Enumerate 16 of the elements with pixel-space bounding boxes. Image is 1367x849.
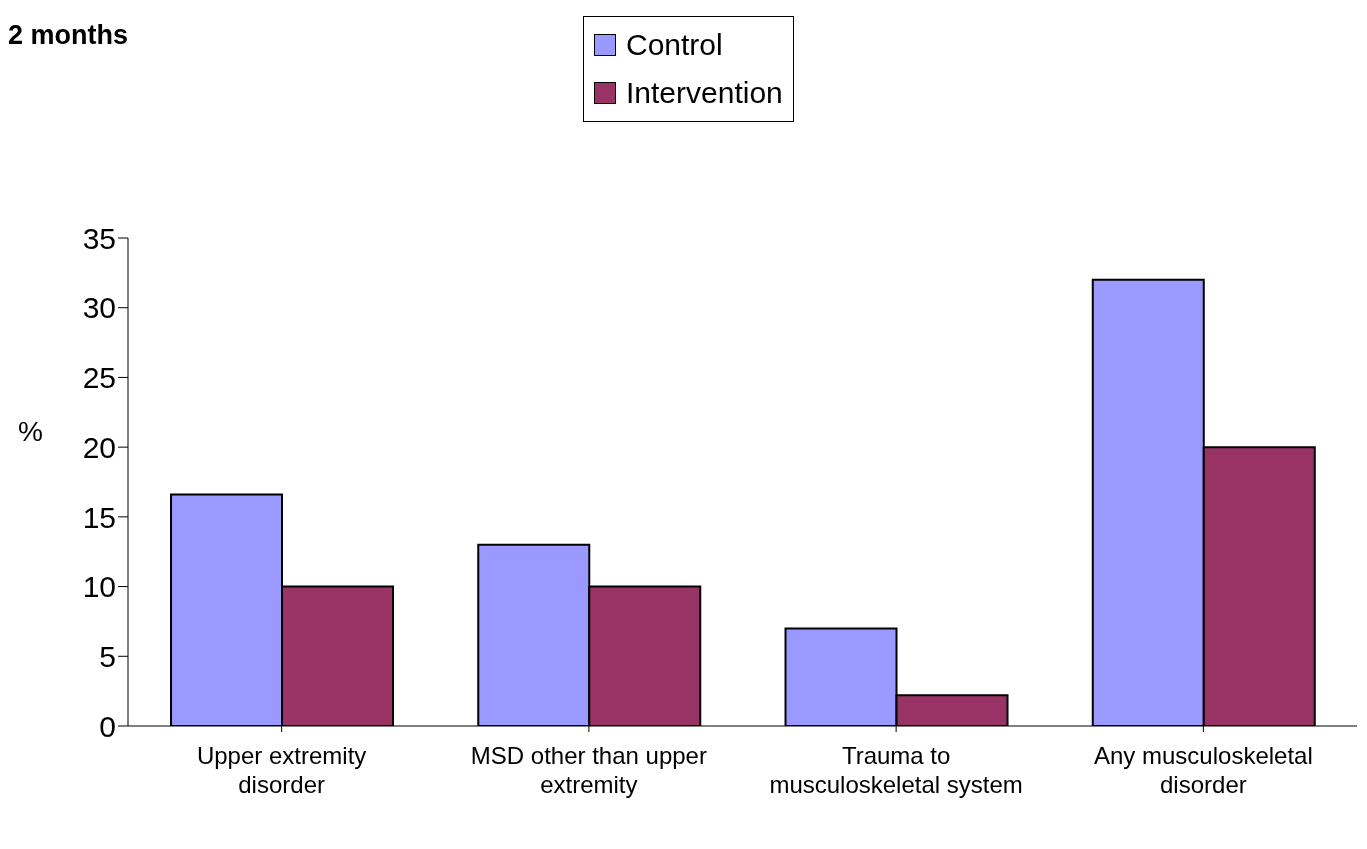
y-tick-label: 25 (82, 361, 116, 395)
legend-label: Control (626, 28, 723, 62)
y-tick-label: 10 (82, 570, 116, 604)
y-tick-label: 35 (82, 221, 116, 255)
y-tick-label: 0 (99, 709, 116, 743)
y-axis-title: % (18, 416, 43, 448)
x-tick-label: MSD other than upper extremity (470, 742, 707, 798)
legend-label: Intervention (626, 76, 783, 110)
x-tick-label: Trauma to musculoskeletal system (769, 742, 1023, 798)
y-tick-label: 30 (82, 291, 116, 325)
y-tick-label: 15 (82, 500, 116, 534)
y-tick-label: 5 (99, 639, 116, 673)
x-tick-label: Any musculoskeletal disorder (1093, 742, 1313, 798)
y-tick-label: 20 (82, 430, 116, 464)
x-tick-label: Upper extremity disorder (196, 742, 367, 798)
chart-title: 2 months (8, 20, 129, 51)
